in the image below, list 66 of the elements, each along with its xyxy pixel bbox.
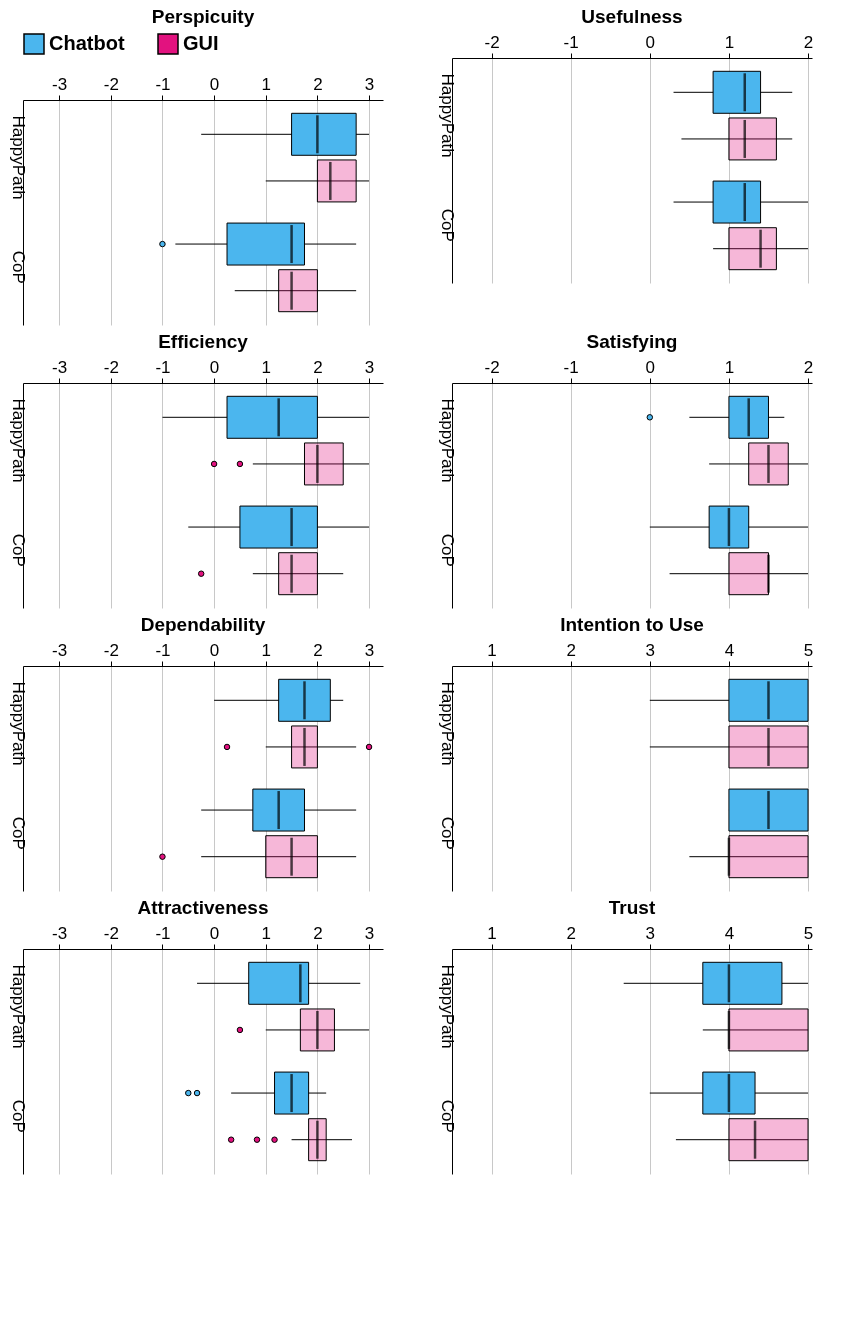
chart-title: Intention to Use (560, 614, 704, 635)
x-tick-label: 1 (261, 640, 271, 660)
x-tick-label: -3 (52, 357, 68, 377)
y-tick-label: HappyPath (8, 398, 28, 483)
x-tick-label: 4 (724, 640, 735, 660)
x-tick-label: 3 (364, 923, 375, 943)
x-tick-label: 0 (209, 923, 220, 943)
x-tick-label: -2 (103, 74, 119, 94)
x-tick-label: 0 (209, 357, 220, 377)
x-tick-label: 0 (645, 32, 656, 52)
chart-title: Attractiveness (137, 897, 269, 918)
legend-label: Chatbot (49, 32, 125, 54)
x-tick-label: -2 (103, 640, 119, 660)
x-tick-label: 2 (313, 74, 323, 94)
x-tick-label: -2 (103, 357, 119, 377)
x-tick-label: -2 (484, 32, 500, 52)
x-tick-label: 1 (724, 32, 735, 52)
x-tick-label: 0 (209, 640, 220, 660)
y-tick-label: HappyPath (437, 681, 457, 766)
y-tick-label: HappyPath (437, 964, 457, 1049)
x-tick-label: 2 (566, 640, 576, 660)
x-tick-label: -1 (155, 640, 171, 660)
x-tick-label: 1 (261, 357, 271, 377)
x-tick-label: 3 (645, 923, 656, 943)
x-tick-label: -1 (563, 32, 579, 52)
x-tick-label: 3 (364, 640, 375, 660)
x-tick-label: 1 (261, 923, 271, 943)
x-tick-label: 1 (487, 923, 497, 943)
x-tick-label: 2 (313, 923, 323, 943)
x-tick-label: -2 (484, 357, 500, 377)
x-tick-label: 2 (313, 640, 323, 660)
chart-title: Efficiency (158, 331, 249, 352)
x-tick-label: -3 (52, 640, 68, 660)
x-tick-label: 2 (803, 357, 814, 377)
x-tick-label: 1 (261, 74, 271, 94)
y-tick-label: HappyPath (8, 964, 28, 1049)
chart-title: Perspicuity (151, 6, 255, 27)
x-tick-label: 3 (645, 640, 656, 660)
x-tick-label: 4 (724, 923, 735, 943)
y-tick-label: HappyPath (437, 398, 457, 483)
legend-label: GUI (183, 32, 219, 54)
x-tick-label: -3 (52, 923, 68, 943)
x-tick-label: -1 (155, 357, 171, 377)
y-tick-label: HappyPath (437, 73, 457, 158)
y-tick-label: HappyPath (8, 115, 28, 200)
chart-title: Usefulness (581, 6, 683, 27)
x-tick-label: 5 (803, 923, 814, 943)
x-tick-label: -2 (103, 923, 119, 943)
x-tick-label: 2 (313, 357, 323, 377)
x-tick-label: -1 (563, 357, 579, 377)
x-tick-label: 2 (566, 923, 576, 943)
y-tick-label: HappyPath (8, 681, 28, 766)
x-tick-label: -1 (155, 74, 171, 94)
x-tick-label: 2 (803, 32, 814, 52)
x-tick-label: -3 (52, 74, 68, 94)
x-tick-label: 0 (209, 74, 220, 94)
x-tick-label: 0 (645, 357, 656, 377)
chart-title: Trust (608, 897, 656, 918)
x-tick-label: 1 (724, 357, 735, 377)
x-tick-label: -1 (155, 923, 171, 943)
x-tick-label: 3 (364, 74, 375, 94)
x-tick-label: 3 (364, 357, 375, 377)
chart-title: Dependability (140, 614, 266, 635)
x-tick-label: 1 (487, 640, 497, 660)
chart-title: Satisfying (586, 331, 678, 352)
x-tick-label: 5 (803, 640, 814, 660)
